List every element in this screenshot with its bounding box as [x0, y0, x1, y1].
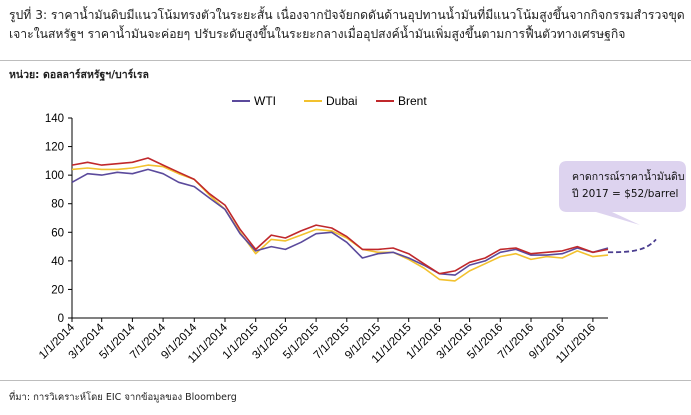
- y-axis: 0 20 40 60 80 100 120 140: [45, 113, 73, 325]
- y-tick-label: 120: [45, 142, 64, 154]
- series-layer: [71, 157, 657, 282]
- x-axis: 1/1/20143/1/20145/1/20147/1/20149/1/2014…: [37, 317, 608, 366]
- bottom-divider: [0, 380, 691, 381]
- y-tick-label: 20: [51, 284, 64, 296]
- caption-line-2: เจาะในสหรัฐฯ ราคาน้ำมันจะค่อยๆ ปรับระดับ…: [9, 27, 626, 41]
- legend: WTI Dubai Brent: [232, 94, 427, 108]
- y-tick-label: 100: [45, 170, 64, 182]
- legend-label-dubai: Dubai: [326, 94, 357, 108]
- legend-label-wti: WTI: [254, 94, 276, 108]
- forecast-callout: คาดการณ์ราคาน้ำมันดิบ ปี 2017 = $52/barr…: [559, 161, 686, 225]
- y-tick-label: 60: [51, 227, 64, 239]
- source-note: ที่มา: การวิเคราะห์โดย EIC จากข้อมูลของ …: [9, 392, 237, 403]
- y-tick-label: 0: [58, 313, 64, 325]
- caption-line-1: รูปที่ 3: ราคาน้ำมันดิบมีแนวโน้มทรงตัวใน…: [9, 8, 685, 22]
- forecast-line: [607, 238, 657, 254]
- y-tick-label: 80: [51, 199, 64, 211]
- callout-line-1: คาดการณ์ราคาน้ำมันดิบ: [572, 169, 685, 183]
- series-line-dubai: [71, 164, 609, 282]
- series-line-wti: [71, 168, 609, 276]
- top-divider: [0, 60, 691, 61]
- callout-bubble: [559, 161, 686, 225]
- figure-caption: รูปที่ 3: ราคาน้ำมันดิบมีแนวโน้มทรงตัวใน…: [9, 6, 685, 44]
- series-line-brent: [71, 157, 609, 275]
- unit-label: หน่วย: ดอลลาร์สหรัฐฯ/บาร์เรล: [9, 69, 149, 81]
- callout-line-2: ปี 2017 = $52/barrel: [572, 187, 679, 200]
- legend-label-brent: Brent: [398, 94, 427, 108]
- y-tick-label: 140: [45, 113, 64, 125]
- y-tick-label: 40: [51, 256, 64, 268]
- oil-price-line-chart: 0 20 40 60 80 100 120 140 1/1/20143/1/20145/1/2…: [37, 94, 686, 366]
